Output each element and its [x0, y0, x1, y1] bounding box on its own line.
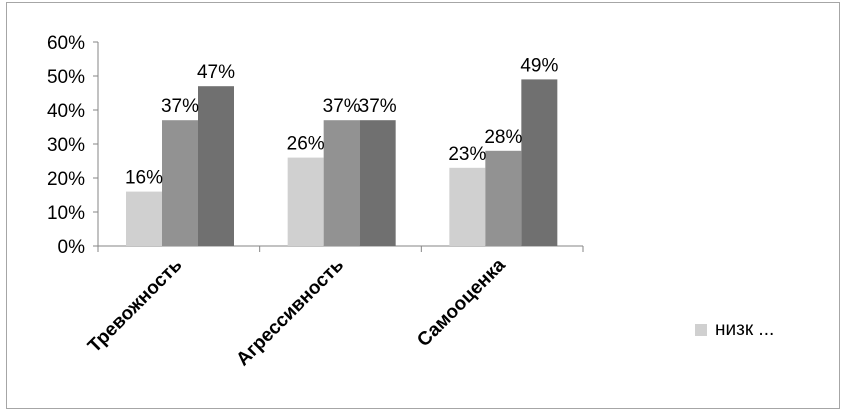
y-tick-label: 10%: [47, 203, 85, 224]
bar-data-label: 37%: [161, 96, 199, 117]
y-tick-label: 50%: [47, 67, 85, 88]
bar: [359, 120, 396, 246]
bar-data-label: 37%: [359, 96, 397, 117]
bar: [449, 167, 486, 246]
bar-data-label: 37%: [323, 96, 361, 117]
bar-data-label: 23%: [448, 144, 486, 165]
legend-label: низк ...: [715, 319, 775, 340]
bar-data-label: 47%: [197, 62, 235, 83]
x-category-label: Агрессивность: [232, 255, 348, 371]
bar-data-label: 16%: [125, 168, 163, 189]
bar-data-label: 49%: [520, 55, 558, 76]
y-tick-label: 30%: [47, 135, 85, 156]
chart-plot: 16%37%47%26%37%37%23%28%49% 0%10%20%30%4…: [47, 33, 584, 371]
legend-swatch: [695, 324, 707, 336]
y-tick-label: 20%: [47, 169, 85, 190]
bar: [485, 150, 522, 246]
y-tick-label: 60%: [47, 33, 85, 54]
bar: [126, 191, 162, 246]
y-tick-label: 40%: [47, 101, 85, 122]
bar: [162, 120, 198, 246]
bar: [521, 79, 558, 247]
bar-data-label: 26%: [287, 134, 325, 155]
x-category-label: Самооценка: [413, 254, 510, 351]
chart-data-labels: 16%37%47%26%37%37%23%28%49%: [125, 55, 558, 188]
chart-bars: [126, 79, 558, 247]
bar: [323, 120, 360, 246]
chart-frame: 16% 37% 47% 26% 37% 37% 23% 28% 49% 0% 10% 20% 30% 4…: [6, 2, 840, 409]
y-axis-ticks: 0% 10% 20% 30% 40% 50% 60%: [47, 33, 98, 258]
y-tick-label: 0%: [58, 237, 86, 258]
chart-legend: низк ...: [695, 319, 774, 341]
x-axis-ticks: Тревожность Агрессивность Самооценка: [84, 246, 584, 371]
bar: [287, 157, 324, 246]
bar-data-label: 28%: [484, 127, 522, 148]
bar: [198, 86, 234, 246]
x-category-label: Тревожность: [84, 255, 186, 357]
